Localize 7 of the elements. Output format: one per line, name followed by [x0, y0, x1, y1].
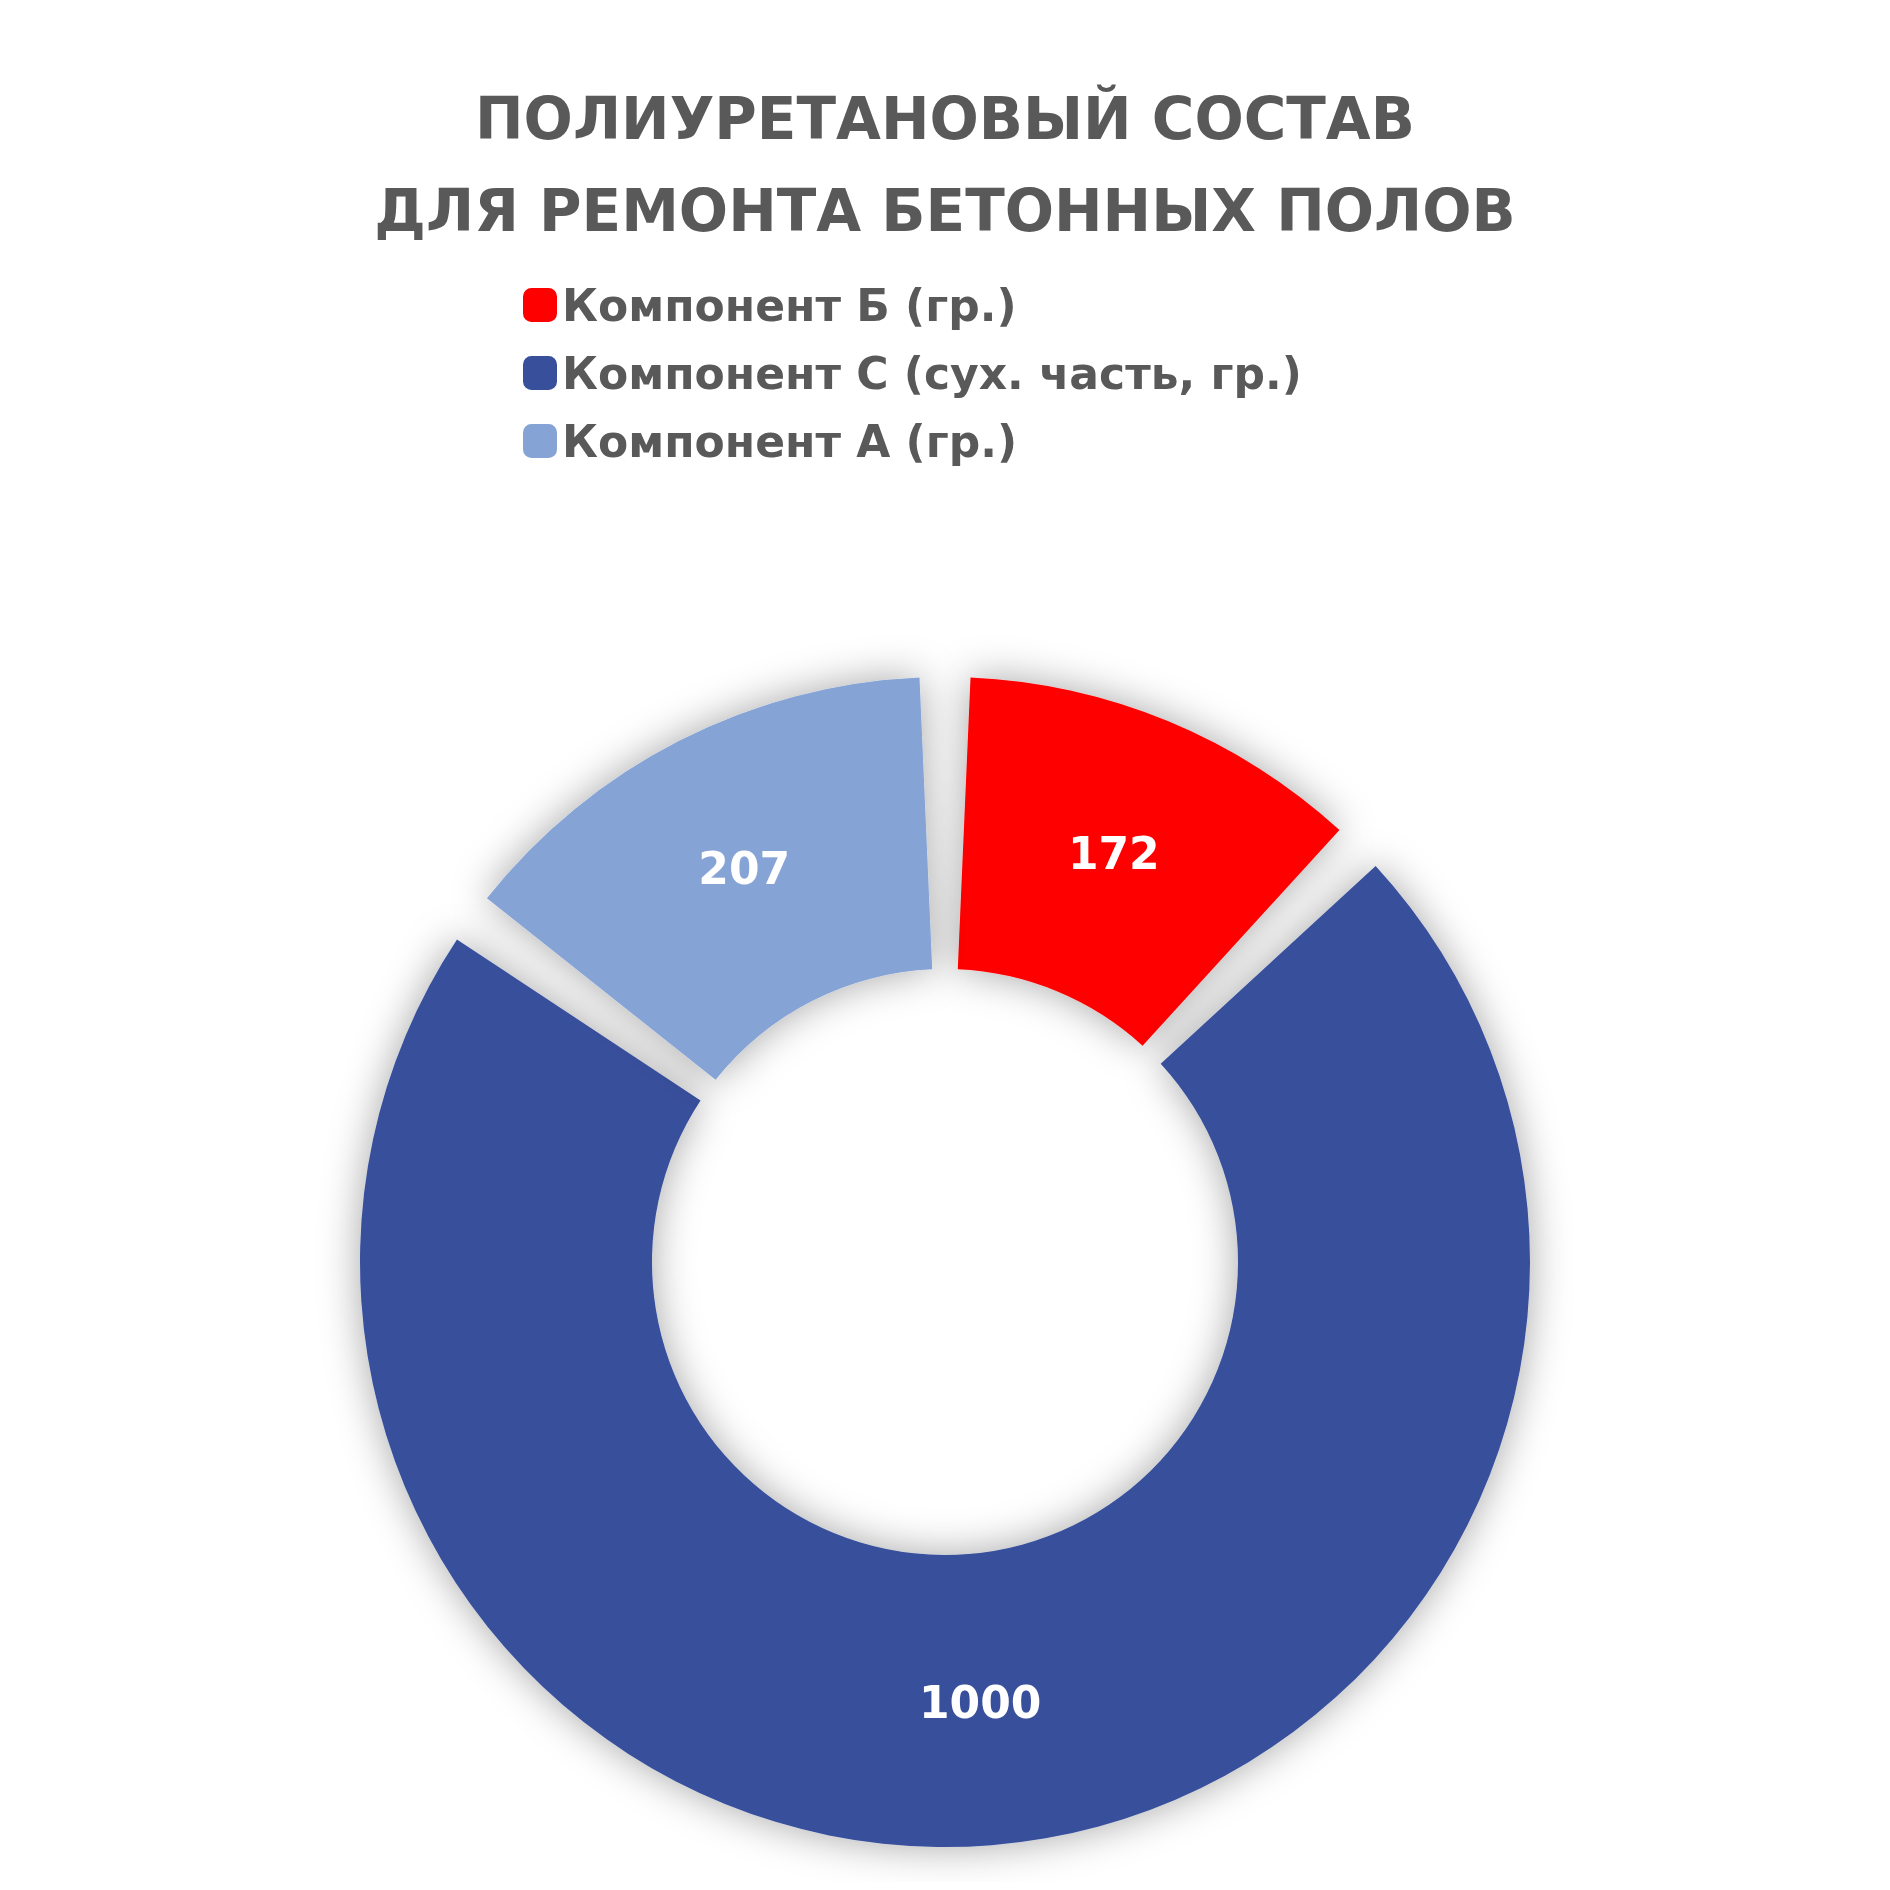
legend-label: Компонент С (сух. часть, гр.)	[562, 347, 1302, 399]
data-label: 207	[698, 842, 791, 894]
data-label: 172	[1067, 828, 1160, 879]
chart-title: ПОЛИУРЕТАНОВЫЙ СОСТАВ ДЛЯ РЕМОНТА БЕТОННЫХ ПОЛОВ	[374, 84, 1516, 245]
data-label: 1000	[918, 1677, 1042, 1729]
legend-label: Компонент Б (гр.)	[562, 279, 1017, 331]
legend-label: Компонент А (гр.)	[562, 415, 1018, 467]
